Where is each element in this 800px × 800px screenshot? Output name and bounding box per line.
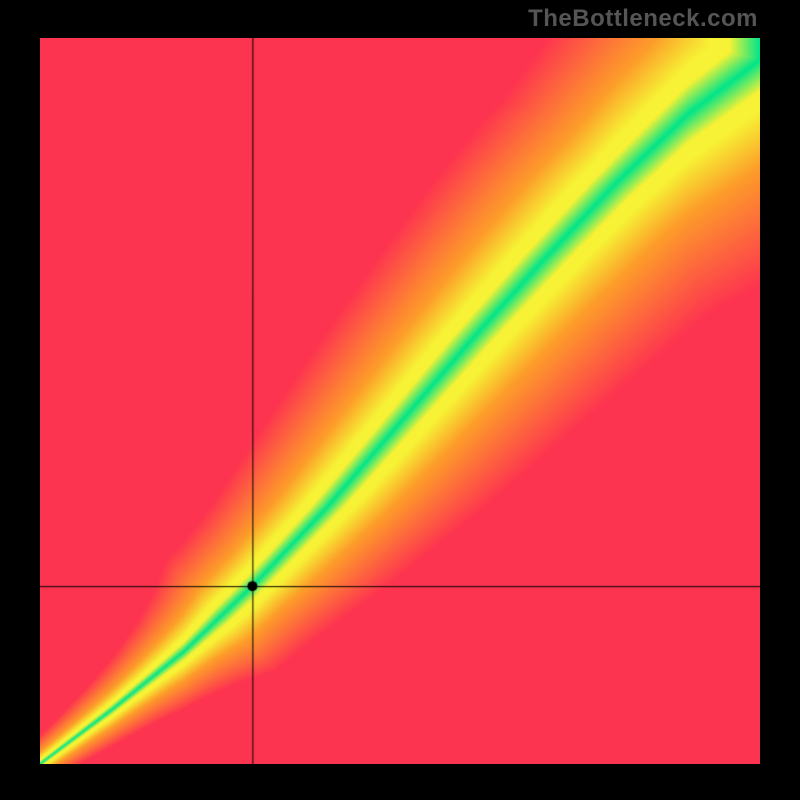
watermark-text: TheBottleneck.com: [528, 5, 758, 33]
plot-area: [40, 38, 760, 764]
outer-frame: TheBottleneck.com: [0, 0, 800, 800]
heatmap-canvas: [40, 38, 760, 764]
